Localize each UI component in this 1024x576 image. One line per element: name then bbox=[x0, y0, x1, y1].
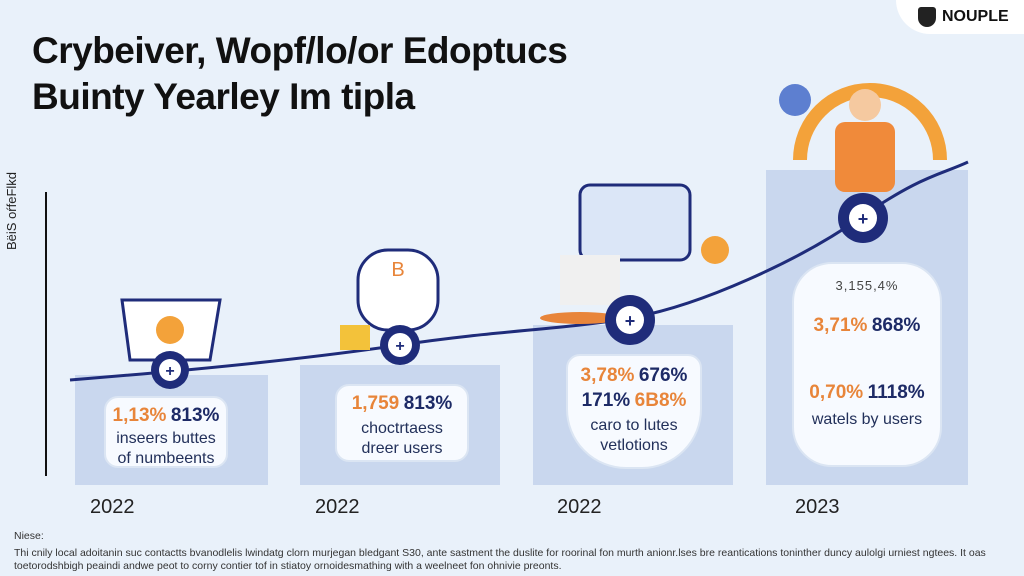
page-title: Crybeiver, Wopf/lo/or Edoptucs Buinty Ye… bbox=[32, 28, 568, 120]
stat-orange: 1,13% bbox=[112, 405, 167, 426]
svg-text:+: + bbox=[165, 363, 174, 380]
stat-navy: 676% bbox=[638, 365, 688, 386]
title-line-1: Crybeiver, Wopf/lo/or Edoptucs bbox=[32, 30, 568, 71]
illustration-1 bbox=[120, 298, 222, 362]
stat-navy: 171% bbox=[581, 390, 631, 411]
stat-orange: 1,759 bbox=[351, 393, 400, 414]
year-label: 2022 bbox=[90, 496, 135, 518]
stat-navy: 813% bbox=[170, 405, 220, 426]
svg-text:B: B bbox=[391, 259, 404, 281]
plus-marker-1[interactable]: + bbox=[151, 351, 189, 389]
footnote-text: Thi cnily local adoitanin suc contactts … bbox=[14, 547, 986, 572]
illustration-3 bbox=[540, 183, 729, 324]
illustration-4 bbox=[779, 83, 947, 192]
stat-card-4: 3,155,4% 3,71% 868% 0,70% 1118% watels b… bbox=[792, 262, 942, 467]
plus-marker-3[interactable]: + bbox=[605, 295, 655, 345]
footnote-label: Niese: bbox=[14, 530, 44, 542]
stat-top: 3,155,4% bbox=[835, 278, 899, 293]
stat-caption: caro to lutes vetlotions bbox=[590, 417, 678, 454]
stat-navy: 813% bbox=[403, 393, 453, 414]
stat-card-2: 1,759 813% choctrtaess dreer users bbox=[335, 384, 469, 462]
svg-text:+: + bbox=[395, 338, 404, 355]
stat-navy: 868% bbox=[871, 315, 921, 336]
stat-orange: 3,71% bbox=[813, 315, 868, 336]
stat-caption: inseers buttes of numbeents bbox=[116, 430, 216, 467]
logo-text: NOUPLE bbox=[942, 8, 1009, 25]
stat-card-1: 1,13% 813% inseers buttes of numbeents bbox=[104, 396, 228, 468]
footnote: Niese: Thi cnily local adoitanin suc con… bbox=[14, 530, 1004, 573]
year-label: 2023 bbox=[795, 496, 840, 518]
stat-card-3: 3,78% 676% 171% 6B8% caro to lutes vetlo… bbox=[566, 354, 702, 469]
title-line-2: Buinty Yearley Im tipla bbox=[32, 76, 415, 117]
stat-orange: 6B8% bbox=[634, 390, 687, 411]
stat-orange: 3,78% bbox=[580, 365, 635, 386]
stat-navy: 1118% bbox=[867, 382, 925, 403]
stat-caption: watels by users bbox=[811, 411, 923, 428]
year-label: 2022 bbox=[315, 496, 360, 518]
shield-icon bbox=[918, 7, 936, 27]
svg-text:+: + bbox=[625, 311, 636, 331]
svg-text:+: + bbox=[858, 209, 869, 229]
brand-logo: NOUPLE bbox=[896, 0, 1024, 34]
stat-orange: 0,70% bbox=[809, 382, 864, 403]
plus-marker-2[interactable]: + bbox=[380, 325, 420, 365]
plus-marker-4[interactable]: + bbox=[838, 193, 888, 243]
stat-caption: choctrtaess dreer users bbox=[361, 420, 443, 457]
year-label: 2022 bbox=[557, 496, 602, 518]
